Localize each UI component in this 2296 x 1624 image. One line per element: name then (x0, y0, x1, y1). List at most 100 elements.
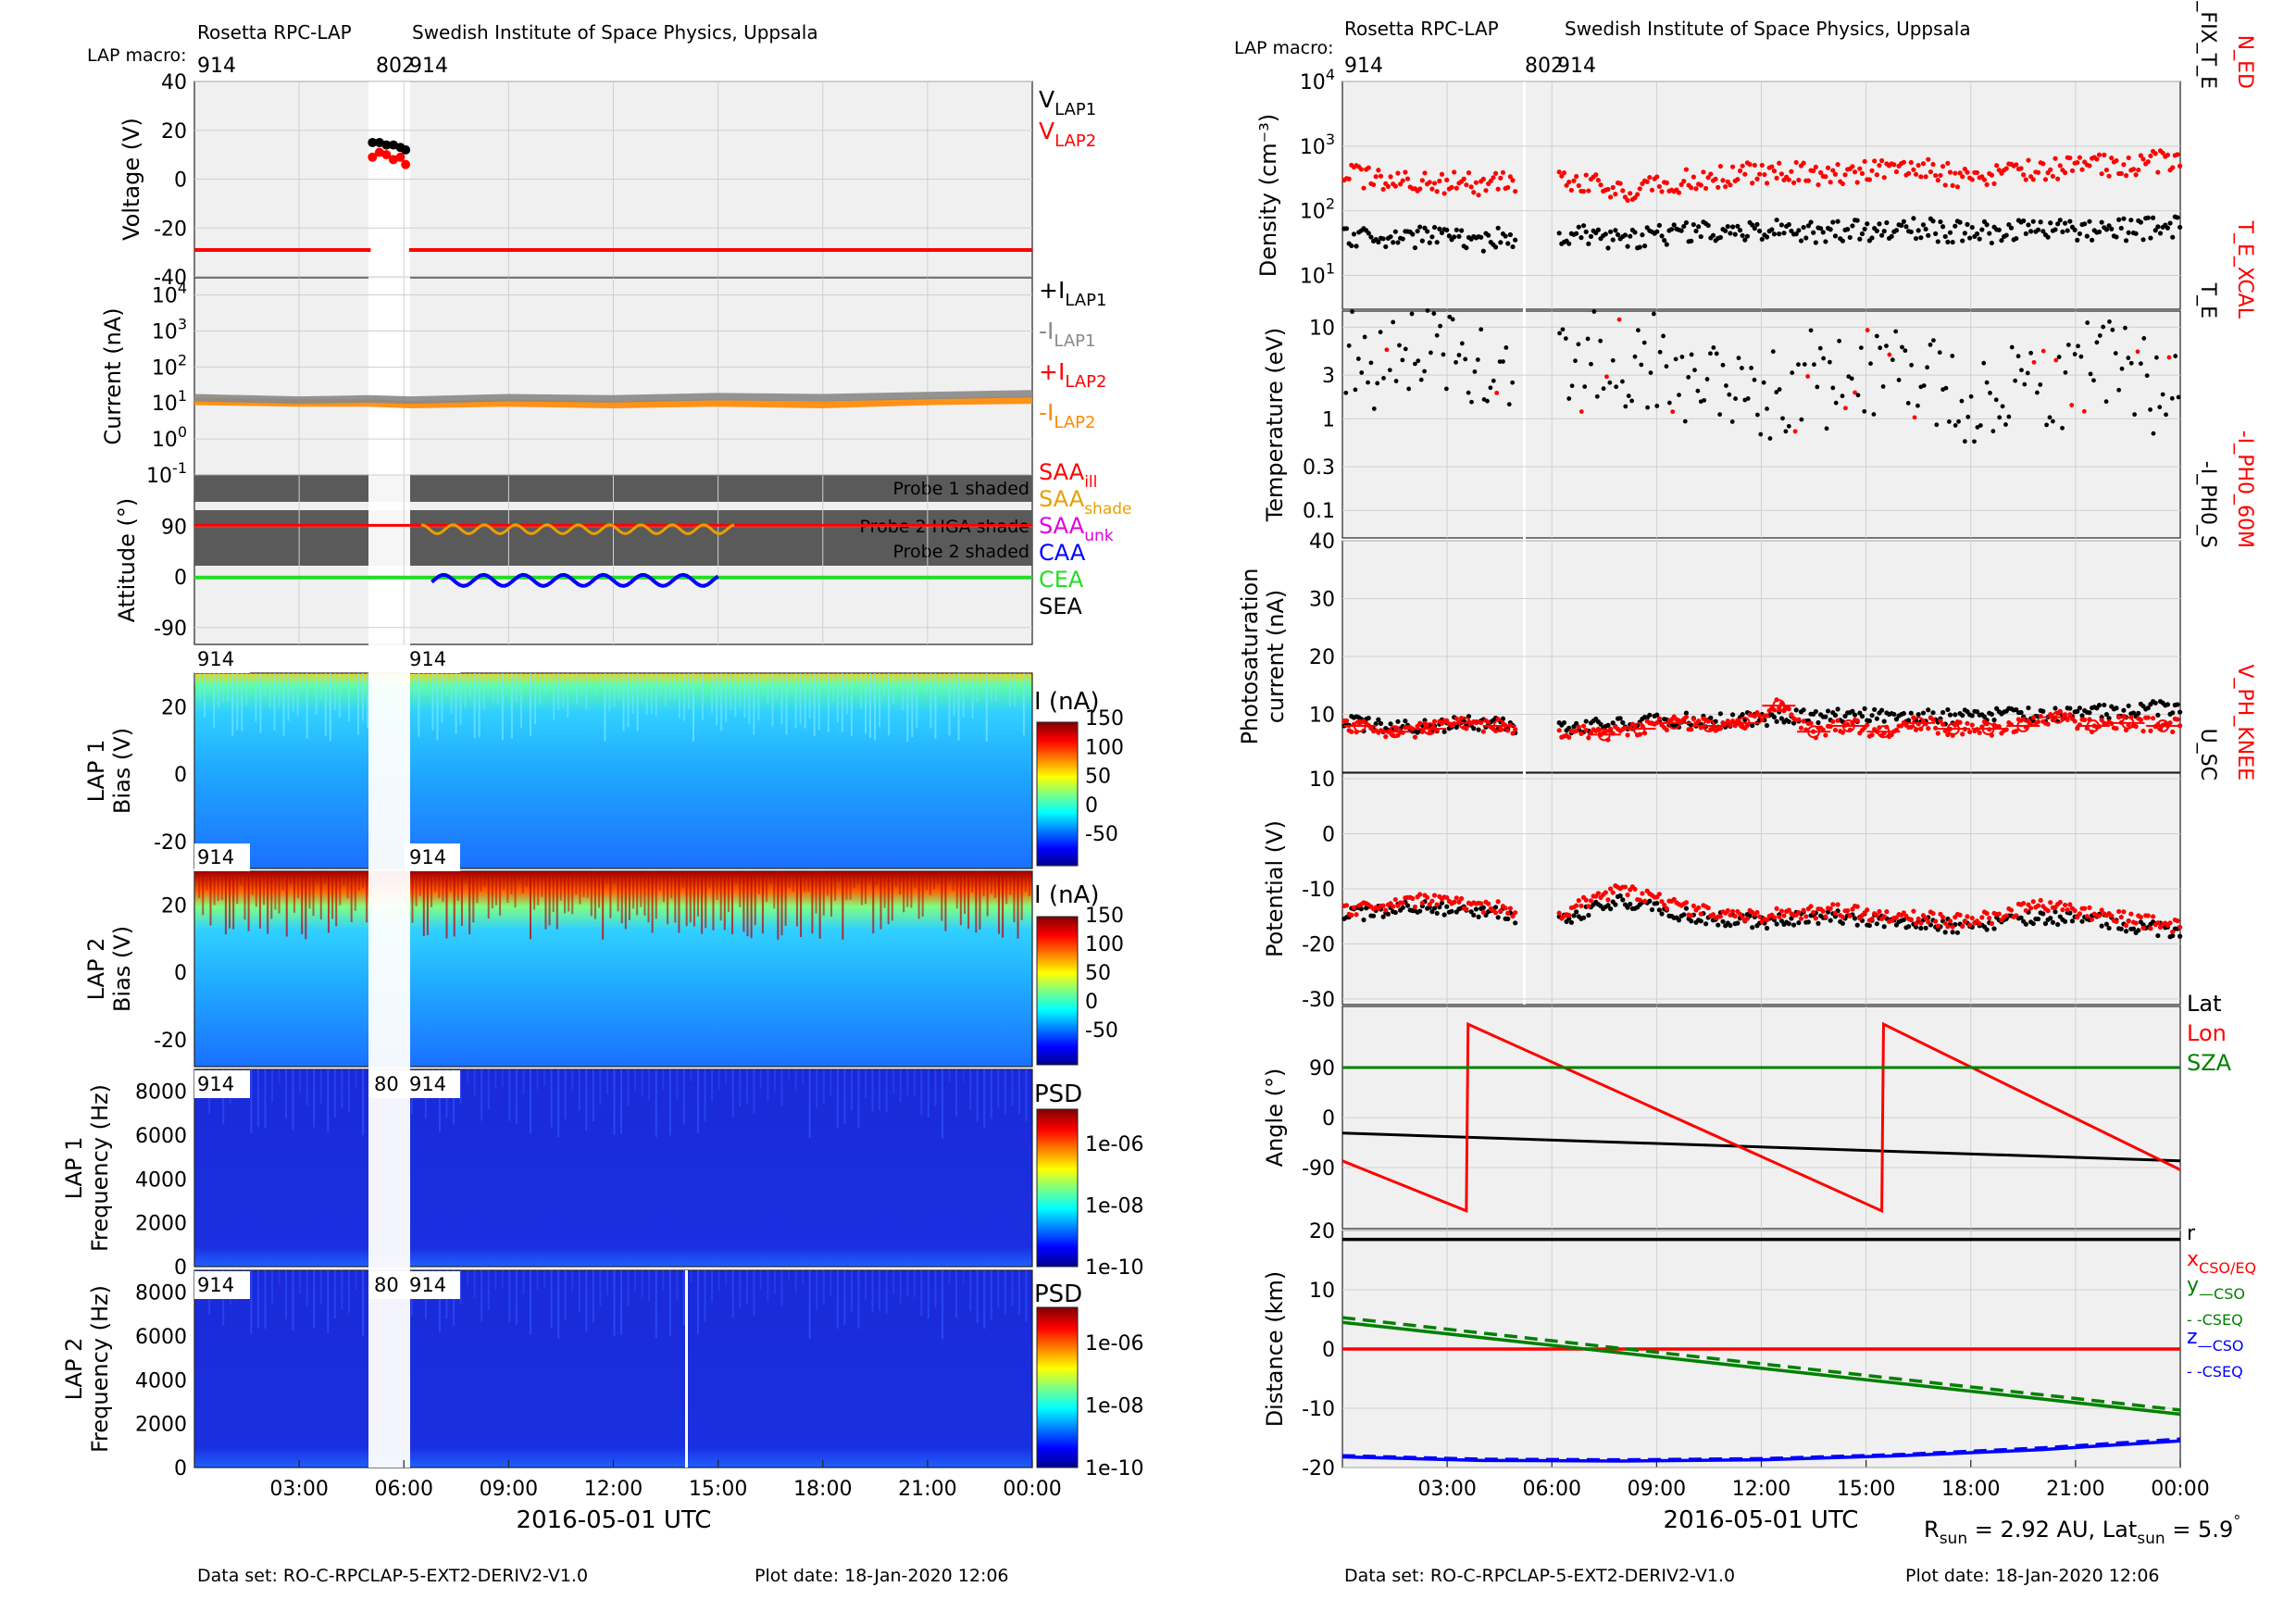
heatmap-streak (655, 1270, 657, 1339)
data-point (2067, 706, 2073, 711)
heatmap-streak (598, 871, 601, 908)
colorbar-tick-label: 1e-06 (1085, 1332, 1143, 1355)
data-point (2099, 923, 2104, 929)
data-point (2170, 929, 2176, 935)
heatmap-streak (459, 1069, 462, 1104)
data-point (1353, 387, 1358, 393)
heatmap-streak (885, 1270, 888, 1314)
data-point (1764, 234, 1770, 240)
heatmap-streak (676, 1069, 679, 1099)
y-tick-label: 0 (1322, 1339, 1335, 1362)
data-point (1858, 345, 1864, 351)
data-point (2014, 235, 2019, 242)
heatmap-streak (869, 673, 872, 739)
data-point (1790, 370, 1795, 375)
data-point (1701, 169, 1706, 175)
data-point (1647, 898, 1653, 904)
data-point (2089, 917, 2095, 922)
data-point (1933, 172, 1939, 179)
data-point (2021, 900, 2027, 906)
heatmap-streak (719, 871, 722, 921)
y-tick-label: 20 (161, 120, 187, 144)
data-point (2121, 707, 2127, 713)
data-point (1446, 233, 1452, 239)
data-point (1628, 901, 1633, 907)
left-institute: Swedish Institute of Space Physics, Upps… (412, 21, 818, 44)
data-point (1950, 239, 1955, 245)
data-point (1830, 902, 1836, 907)
heatmap-streak (816, 1069, 818, 1108)
data-point (1817, 345, 1823, 351)
data-point (1696, 718, 1702, 724)
data-point (1472, 369, 1478, 374)
right-macro-802: 802 (1525, 55, 1564, 78)
y-tick-label: 101 (1300, 259, 1335, 288)
data-point (1438, 323, 1442, 329)
data-point (2123, 929, 2129, 934)
data-point (1777, 705, 1782, 711)
data-point (1580, 915, 1587, 920)
heatmap-streak (934, 1270, 937, 1307)
data-point (1632, 230, 1638, 235)
data-point (1769, 164, 1775, 169)
data-point (2044, 422, 2049, 428)
data-point (1456, 233, 1462, 239)
data-point (1683, 906, 1690, 911)
data-point (1354, 244, 1359, 249)
heatmap-streak (963, 871, 966, 915)
data-point (1965, 914, 1970, 919)
data-point (1923, 916, 1928, 921)
heatmap-streak (632, 871, 635, 909)
right-institute: Swedish Institute of Space Physics, Upps… (1565, 18, 1971, 40)
data-point (2177, 933, 2183, 939)
data-point (1866, 177, 1872, 182)
heatmap-streak (643, 871, 646, 916)
data-point (2140, 922, 2146, 928)
heatmap-streak (206, 871, 208, 891)
heatmap-streak (777, 871, 780, 940)
data-point (1492, 719, 1506, 732)
data-point (2057, 899, 2063, 906)
data-point (1771, 169, 1778, 174)
heatmap-streak (883, 673, 886, 696)
data-point (1654, 900, 1660, 906)
data-point (1805, 374, 1811, 379)
y-axis-title: Photosaturation (1237, 568, 1263, 745)
heatmap-streak (285, 1270, 288, 1319)
data-point (2148, 235, 2153, 241)
heatmap-streak (476, 871, 479, 904)
data-point (1659, 911, 1665, 917)
legend-entry: - -CSEQ (2187, 1311, 2243, 1329)
data-point (1439, 171, 1445, 177)
data-point (1380, 236, 1386, 242)
data-point (1566, 396, 1572, 401)
heatmap-streak (650, 673, 653, 714)
data-point (2103, 399, 2109, 405)
data-point (1620, 719, 1626, 726)
heatmap-streak (734, 673, 737, 718)
data-point (2072, 907, 2078, 914)
data-point (1427, 240, 1432, 245)
data-point (1837, 338, 1841, 344)
heatmap-streak (464, 673, 467, 708)
data-point (1765, 406, 1769, 411)
x-tick-label: 15:00 (689, 1478, 747, 1501)
data-point (1632, 195, 1638, 201)
heatmap-streak (871, 1069, 874, 1112)
heatmap-streak (892, 1270, 895, 1294)
data-point (1500, 169, 1506, 175)
heatmap-streak (436, 673, 439, 741)
data-point (1561, 719, 1567, 726)
heatmap-streak (536, 1270, 539, 1291)
y-axis-title: Current (nA) (100, 307, 126, 444)
data-point (1659, 189, 1665, 194)
heatmap-streak (826, 871, 829, 896)
data-point (1786, 921, 1791, 927)
data-point (1750, 925, 1755, 931)
data-point (1842, 406, 1848, 411)
data-point (1764, 181, 1770, 186)
data-point (2148, 153, 2153, 158)
data-point (1705, 175, 1711, 181)
data-point (1468, 184, 1474, 190)
data-point (1866, 922, 1872, 929)
